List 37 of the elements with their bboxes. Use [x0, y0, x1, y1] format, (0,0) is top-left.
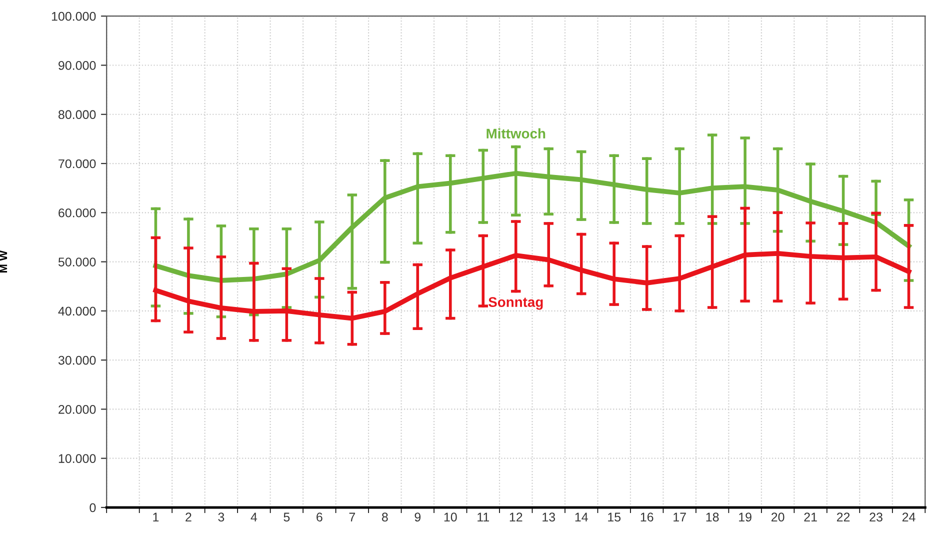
y-tick-label: 50.000 [58, 258, 96, 266]
text: Sonntag [488, 297, 543, 310]
x-tick-label: 15 [608, 512, 621, 522]
x-tick-label: 16 [640, 512, 654, 522]
x-tick-label: 17 [674, 512, 686, 522]
y-tick-label: 20.000 [58, 404, 96, 414]
x-tick-label: 9 [414, 512, 421, 522]
x-tick-label: 1 [153, 512, 159, 522]
x-tick-label: 22 [836, 512, 850, 522]
y-tick-label: 10.000 [58, 454, 96, 463]
y-tick-label: 60.000 [58, 208, 96, 218]
x-tick-label: 23 [870, 512, 882, 522]
y-tick-label: 100.000 [52, 12, 96, 21]
text: Mittwoch [486, 128, 546, 139]
x-tick-label: 5 [284, 512, 290, 522]
x-tick-label: 18 [706, 512, 719, 522]
x-tick-label: 6 [316, 512, 322, 522]
y-tick-label: 90.000 [58, 61, 96, 70]
x-tick-label: 24 [902, 512, 916, 522]
x-tick-label: 19 [739, 512, 752, 522]
x-tick-label: 13 [542, 512, 556, 522]
y-tick-label: 0 [90, 503, 96, 512]
x-tick-label: 7 [349, 512, 356, 522]
x-tick-label: 21 [804, 512, 817, 522]
y-tick-label: 30.000 [58, 356, 96, 365]
x-tick-label: 12 [510, 512, 522, 522]
x-tick-label: 8 [382, 512, 388, 522]
x-tick-label: 3 [218, 512, 224, 522]
x-tick-label: 2 [186, 512, 192, 522]
y-tick-label: 40.000 [58, 306, 96, 316]
y-tick-label: 80.000 [58, 110, 96, 120]
x-tick-label: 20 [771, 512, 784, 522]
x-tick-label: 4 [250, 512, 258, 522]
y-tick-label: 70.000 [58, 159, 96, 168]
x-tick-label: 10 [444, 512, 457, 522]
x-tick-label: 14 [575, 512, 588, 522]
x-tick-label: 11 [478, 512, 490, 522]
